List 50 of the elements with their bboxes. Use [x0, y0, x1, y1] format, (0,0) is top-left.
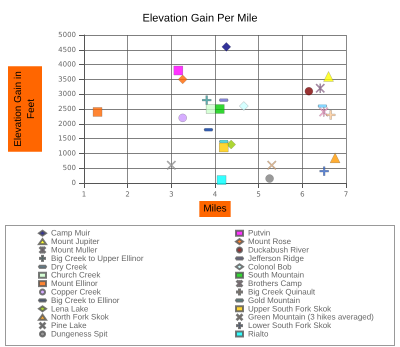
legend-label: Rialto [248, 330, 270, 338]
point [215, 104, 224, 114]
x-axis-title: Miles [203, 204, 227, 214]
legend-label: Gold Mountain [248, 296, 300, 305]
point [166, 160, 176, 170]
legend-label: Big Creek Quinault [248, 288, 316, 296]
point [216, 175, 226, 185]
legend-label: North Fork Skok [51, 312, 110, 322]
point [316, 84, 325, 93]
point [326, 110, 336, 120]
legend-label: Mount Rose [248, 237, 292, 246]
legend-label: Mount Ellinor [51, 279, 98, 288]
legend-label: Mount Jupiter [51, 237, 100, 246]
legend-label: Church Creek [51, 270, 102, 280]
legend-label: Dry Creek [51, 262, 88, 272]
legend-label: Big Creek to Upper Ellinor [51, 254, 144, 263]
point [174, 66, 183, 76]
legend-label: Brothers Camp [248, 279, 302, 288]
legend-label: Big Creek to Ellinor [51, 296, 120, 305]
point [202, 95, 212, 105]
point [219, 142, 228, 152]
legend-label: Camp Muir [51, 228, 90, 238]
legend-label: Putvin [248, 228, 270, 238]
point [320, 166, 329, 176]
legend-label: South Mountain [248, 270, 304, 280]
point [92, 107, 102, 117]
point [222, 42, 232, 52]
legend-label: Pine Lake [51, 321, 88, 330]
point [239, 101, 248, 111]
legend-label: Lena Lake [51, 304, 89, 314]
legend-label: Colonol Bob [248, 262, 292, 272]
legend-label: Upper South Fork Skok [248, 304, 332, 314]
legend-label: Lower South Fork Skok [248, 321, 332, 330]
point [206, 104, 216, 114]
point [323, 71, 334, 82]
point [330, 152, 340, 163]
point [265, 174, 274, 183]
legend-label: Duckabush River [248, 246, 310, 254]
legend-label: Mount Muller [51, 246, 98, 254]
chart-title: Elevation Gain Per Mile [142, 12, 258, 24]
y-axis-title: Elevation Gain in Feet [13, 71, 37, 147]
legend-label: Jefferson Ridge [248, 254, 304, 263]
point [178, 114, 187, 122]
point [178, 74, 188, 84]
legend-label: Copper Creek [51, 288, 102, 296]
legend-label: Green Mountain (3 hikes averaged) [248, 312, 374, 322]
legend-label: Dungeness Spit [51, 330, 108, 338]
point [267, 160, 276, 170]
point [319, 107, 328, 117]
point [304, 87, 314, 96]
